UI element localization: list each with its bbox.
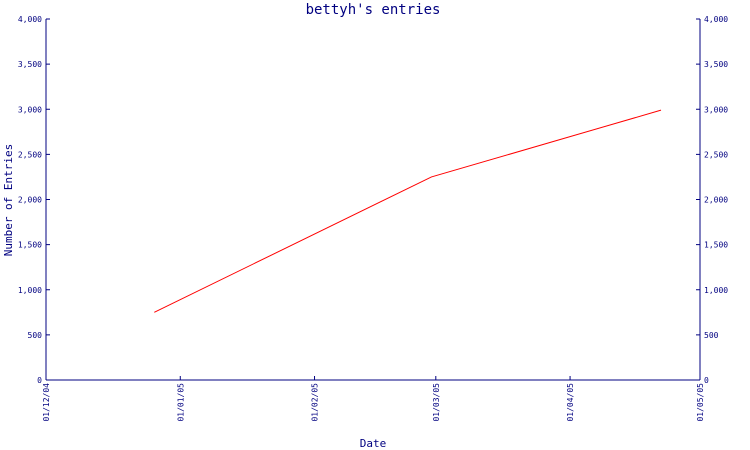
y-tick-label-left: 500 [28,331,43,340]
y-tick-label-left: 1,000 [18,286,42,295]
y-tick-label-left: 1,500 [18,241,42,250]
axes [45,19,701,381]
y-tick-label-right: 4,000 [704,15,728,24]
y-axis-label: Number of Entries [2,144,15,257]
y-tick-label-left: 2,000 [18,196,42,205]
y-tick-label-right: 3,000 [704,105,728,114]
y-tick-label-left: 2,500 [18,150,42,159]
y-tick-label-right: 2,500 [704,150,728,159]
y-tick-label-left: 3,000 [18,105,42,114]
y-tick-label-left: 4,000 [18,15,42,24]
x-tick-label: 01/05/05 [696,383,705,422]
x-tick-label: 01/03/05 [432,383,441,422]
x-tick-label: 01/04/05 [566,383,575,422]
y-tick-label-right: 3,500 [704,60,728,69]
y-ticks-left: 0 500 1,000 1,500 2,000 2,500 3,000 3,500 4,000 [18,15,50,385]
y-tick-label-left: 0 [37,376,42,385]
chart-title: bettyh's entries [306,2,441,18]
series-line [154,109,662,313]
y-tick-label-right: 1,500 [704,241,728,250]
y-tick-label-right: 2,000 [704,196,728,205]
x-tick-label: 01/02/05 [311,383,320,422]
y-ticks-right: 0 500 1,000 1,500 2,000 2,500 3,000 3,500 4,000 [696,15,728,385]
x-axis-label: Date [360,437,387,450]
y-tick-label-right: 500 [704,331,719,340]
y-tick-label-right: 0 [704,376,709,385]
x-ticks: 01/12/04 01/01/05 01/02/05 01/03/05 01/04/05… [42,376,705,422]
series-layer [154,109,662,313]
y-tick-label-left: 3,500 [18,60,42,69]
x-tick-label: 01/12/04 [42,383,51,422]
y-tick-label-right: 1,000 [704,286,728,295]
x-tick-label: 01/01/05 [176,383,185,422]
